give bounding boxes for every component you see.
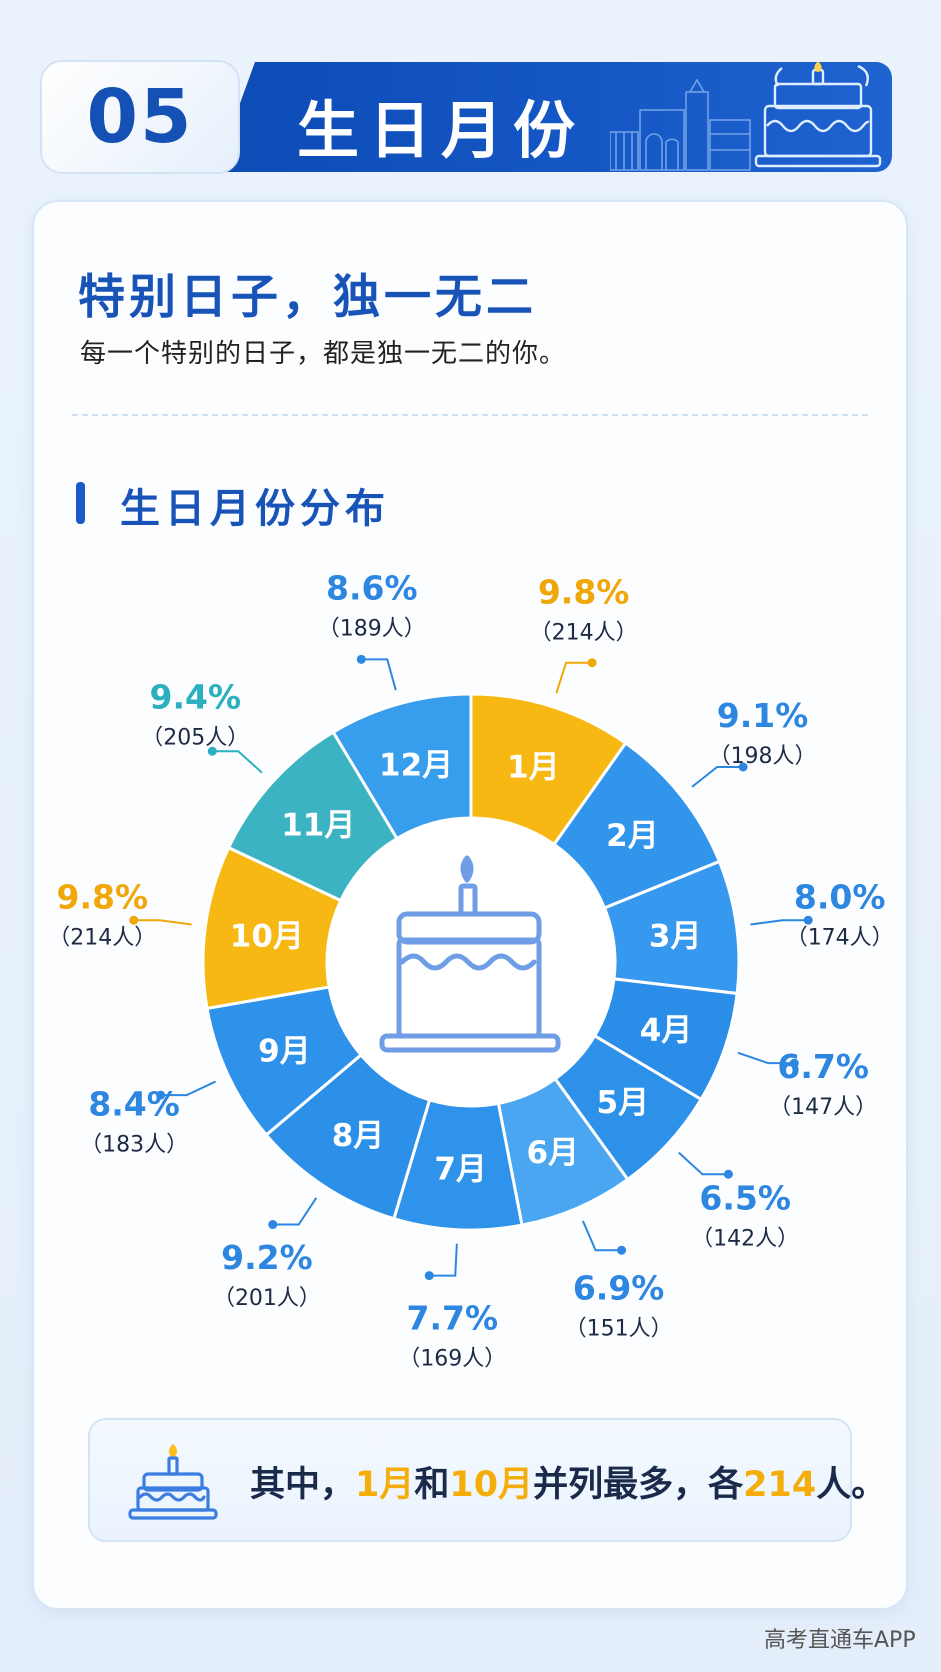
slice-percent-label: 8.0% [794,878,886,917]
summary-count: 214 [743,1465,817,1505]
slice-count-label: （147人） [769,1095,877,1120]
summary-text-before: 其中， [250,1465,356,1505]
leader-line [361,658,397,691]
leader-line [133,919,192,926]
leader-dot [156,1090,166,1100]
slice-month-label: 3月 [649,919,702,955]
slice-month-label: 12月 [379,747,453,783]
campus-cake-illustration [610,62,882,171]
slice-percent-label: 6.9% [573,1268,665,1307]
slice-count-label: （151人） [565,1316,673,1341]
birthday-cake-icon [379,855,561,1053]
leader-dot [723,1169,733,1179]
leader-dot [738,762,748,772]
slice-percent-label: 9.2% [221,1238,313,1277]
slice-percent-label: 7.7% [407,1299,499,1338]
slice-count-label: （198人） [709,744,817,769]
page-subtitle: 每一个特别的日子，都是独一无二的你。 [80,339,567,369]
leader-line [678,1151,729,1176]
summary-text-mid: 并列最多，各 [533,1465,744,1505]
page-title: 特别日子，独一无二 [78,270,537,325]
slice-count-label: （142人） [691,1226,799,1251]
leader-line [737,1051,795,1065]
slice-count-label: （169人） [398,1347,506,1372]
banner-title: 生日月份 [297,94,586,167]
leader-line [212,750,263,774]
slice-month-label: 2月 [606,818,659,854]
leader-dot [207,746,217,756]
leader-line [272,1197,318,1226]
watermark: 高考直通车APP [764,1628,916,1653]
leader-line [429,1243,458,1277]
section-title-bar [76,482,85,524]
slice-percent-label: 9.4% [150,677,242,716]
slice-percent-label: 6.7% [777,1047,869,1086]
section-title: 生日月份分布 [120,486,390,532]
slice-count-label: （205人） [141,725,249,750]
slice-month-label: 7月 [434,1152,487,1188]
donut-slices [201,692,741,1232]
leader-line [691,765,744,788]
leader-dot [617,1245,627,1255]
summary-note: 其中，1月和10月并列最多，各214人。 [88,1418,886,1542]
slice-percent-label: 8.4% [88,1085,180,1124]
leader-dot [587,658,597,668]
slice-month-label: 8月 [332,1118,385,1154]
slice-month-label: 5月 [597,1085,650,1121]
leader-line [160,1080,217,1097]
birthday-cake-icon [128,1444,218,1520]
leader-dot [803,915,813,925]
slice-month-label: 6月 [526,1135,579,1171]
leader-dot [356,654,366,664]
slice-percent-label: 6.5% [699,1178,791,1217]
slice-percent-label: 8.6% [326,568,418,607]
section-number: 05 [86,74,194,160]
slice-month-label: 4月 [640,1012,693,1048]
leader-line [750,919,809,926]
leader-line [581,1220,622,1252]
slice-month-label: 11月 [281,808,355,844]
slice-percent-label: 9.8% [57,878,149,917]
slice-count-label: （214人） [48,926,156,951]
slice-count-label: （201人） [213,1286,321,1311]
slice-percent-label: 9.8% [538,572,630,611]
section-banner: 生日月份 05 [40,60,892,174]
slice-count-label: （174人） [786,926,894,951]
section-number-box: 05 [40,60,240,174]
summary-month-1: 1月 [355,1465,415,1505]
leader-dot [268,1220,278,1230]
slice-percent-label: 9.1% [717,696,809,735]
slice-month-label: 10月 [230,919,304,955]
banner-title-box: 生日月份 [215,62,892,172]
slice-month-label: 1月 [507,750,560,786]
summary-text-after: 人。 [816,1465,887,1505]
slice-count-label: （189人） [318,616,426,641]
slice-count-label: （183人） [80,1133,188,1158]
slice-month-label: 9月 [258,1033,311,1069]
summary-text-and: 和 [414,1465,450,1505]
summary-month-2: 10月 [449,1465,534,1505]
leader-dot [424,1271,434,1281]
slice-labels: 1月 9.8% （214人） 2月 9.1% （198人） 3月 8.0% （174人） 4月 6.… [48,568,893,1371]
summary-text: 其中，1月和10月并列最多，各214人。 [250,1456,886,1507]
dashed-divider [72,414,868,416]
slice-count-label: （214人） [530,620,638,645]
leader-dot [789,1058,799,1068]
leader-dot [129,915,139,925]
leader-line [555,661,593,694]
